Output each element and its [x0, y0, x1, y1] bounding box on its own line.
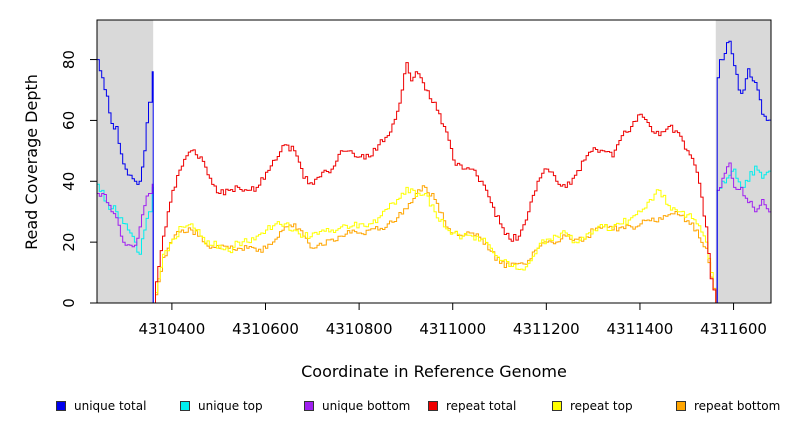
y-tick-label: 20 [60, 233, 78, 252]
series-repeat-top [153, 186, 717, 304]
legend: unique total unique top unique bottom repea… [0, 399, 792, 419]
legend-label: unique bottom [322, 399, 411, 413]
x-tick-label: 4310800 [326, 320, 393, 338]
x-tick-label: 4311600 [700, 320, 767, 338]
x-tick-label: 4310600 [232, 320, 299, 338]
series-repeat-bottom [153, 185, 717, 304]
shaded-regions [97, 20, 771, 303]
legend-label: repeat total [446, 399, 517, 413]
x-tick-label: 4311400 [607, 320, 674, 338]
plot-frame [96, 19, 772, 304]
x-axis: 4310400 4310600 4310800 4311000 4311200 43114… [138, 303, 767, 338]
legend-label: repeat top [570, 399, 633, 413]
legend-item-repeat-total: repeat total [428, 399, 516, 413]
legend-swatch [552, 401, 562, 411]
legend-item-unique-bottom: unique bottom [304, 399, 410, 413]
legend-swatch [180, 401, 190, 411]
legend-swatch [676, 401, 686, 411]
legend-swatch [56, 401, 66, 411]
legend-swatch [304, 401, 314, 411]
series-unique-total [97, 40, 772, 304]
series-repeat-total [153, 62, 717, 304]
y-tick-label: 80 [60, 50, 78, 69]
x-tick-label: 4311000 [419, 320, 486, 338]
y-tick-label: 0 [60, 298, 78, 308]
legend-swatch [428, 401, 438, 411]
y-axis: 0 20 40 60 80 [60, 50, 97, 308]
legend-label: unique total [74, 399, 147, 413]
y-tick-label: 40 [60, 172, 78, 191]
x-tick-label: 4311200 [513, 320, 580, 338]
legend-label: unique top [198, 399, 263, 413]
shaded-region-0 [97, 20, 154, 303]
legend-item-unique-total: unique total [56, 399, 146, 413]
y-tick-label: 60 [60, 111, 78, 130]
series-lines [97, 40, 772, 304]
legend-item-repeat-top: repeat top [552, 399, 633, 413]
x-tick-label: 4310400 [138, 320, 205, 338]
x-axis-title: Coordinate in Reference Genome [301, 362, 567, 381]
legend-label: repeat bottom [694, 399, 781, 413]
shaded-region-1 [715, 20, 771, 303]
legend-item-unique-top: unique top [180, 399, 263, 413]
legend-item-repeat-bottom: repeat bottom [676, 399, 780, 413]
y-axis-title: Read Coverage Depth [22, 74, 41, 250]
